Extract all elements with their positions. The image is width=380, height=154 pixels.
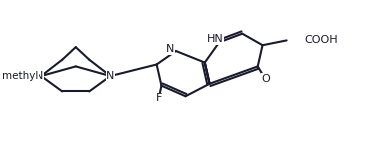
Text: methyl: methyl: [2, 71, 38, 81]
Text: COOH: COOH: [304, 35, 337, 45]
Text: HN: HN: [207, 34, 224, 45]
Text: methyl: methyl: [0, 71, 36, 81]
Text: methyl: methyl: [2, 71, 38, 81]
Text: O: O: [261, 74, 270, 84]
Text: N: N: [166, 44, 174, 54]
Text: N: N: [106, 71, 115, 81]
Text: N: N: [35, 71, 43, 81]
Text: F: F: [156, 93, 163, 103]
